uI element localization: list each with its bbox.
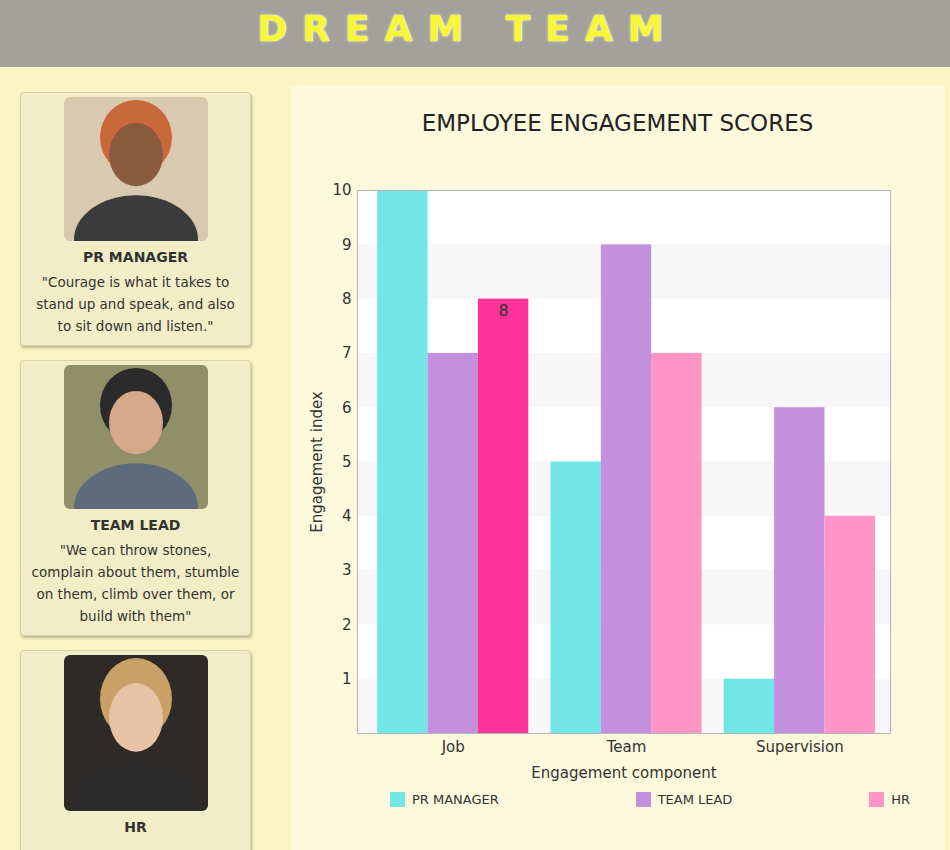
html-text:DREAM TEAM: DREAM TEAM: [257, 8, 679, 49]
svg-text:Supervision: Supervision: [756, 738, 844, 756]
svg-text:Team: Team: [606, 738, 647, 756]
svg-text:3: 3: [342, 561, 352, 579]
html-text:TEAM LEAD: TEAM LEAD: [90, 517, 181, 533]
svg-text:6: 6: [342, 399, 352, 417]
svg-text:7: 7: [342, 344, 352, 362]
html-text:EMPLOYEE ENGAGEMENT SCORES: EMPLOYEE ENGAGEMENT SCORES: [421, 110, 814, 136]
html-text:"We can throw stones, complain: "We can throw stones, complain about the…: [31, 542, 240, 624]
html-text:PR MANAGER: PR MANAGER: [83, 249, 188, 265]
svg-text:9: 9: [342, 236, 352, 254]
svg-text:2: 2: [342, 616, 352, 634]
html-text:TEAM LEAD: TEAM LEAD: [657, 792, 733, 807]
html-text:HR: HR: [891, 792, 910, 807]
svg-text:5: 5: [342, 453, 352, 471]
svg-text:8: 8: [499, 301, 509, 320]
html-text:"Courage is what it takes to s: "Courage is what it takes to stand up an…: [36, 274, 235, 334]
svg-text:Job: Job: [441, 738, 465, 756]
svg-text:Engagement component: Engagement component: [531, 764, 716, 782]
svg-text:1: 1: [342, 670, 352, 688]
html-text:HR: HR: [124, 819, 147, 835]
svg-text:Engagement index: Engagement index: [308, 391, 326, 533]
svg-text:8: 8: [342, 290, 352, 308]
svg-text:10: 10: [332, 181, 351, 199]
html-text:PR MANAGER: PR MANAGER: [412, 792, 499, 807]
svg-text:4: 4: [342, 507, 352, 525]
